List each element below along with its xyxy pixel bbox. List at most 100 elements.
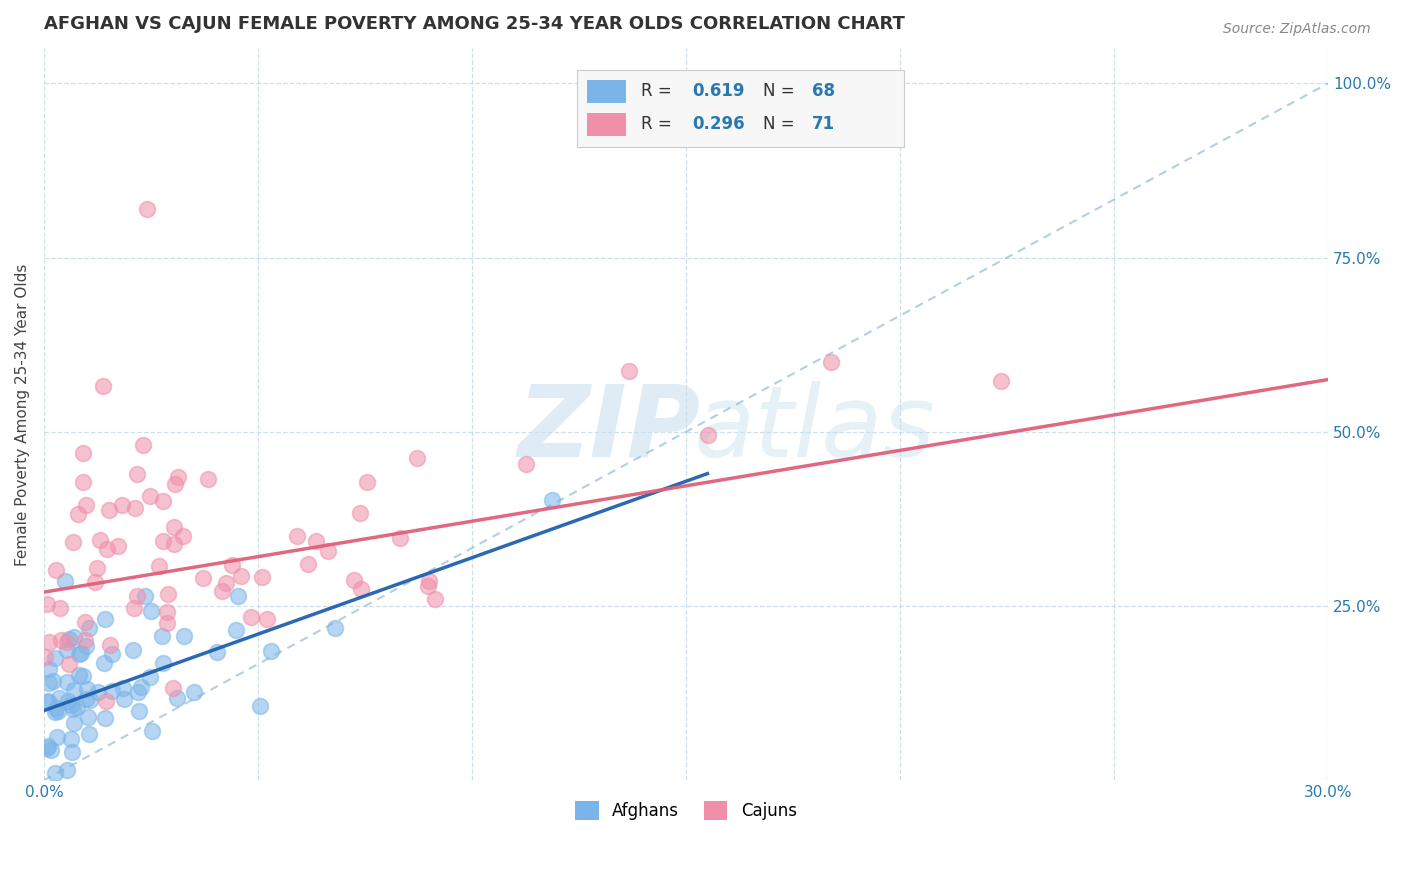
Text: R =: R = [641,82,678,100]
Point [305,533,328,548]
Point [260,644,283,658]
Point [125,589,148,603]
Point [141,723,163,738]
Point [418,579,440,593]
Point [183,685,205,699]
Text: N =: N = [763,82,800,100]
Point [316,544,339,558]
Point [515,458,537,472]
Point [163,520,186,534]
Text: 71: 71 [811,115,835,133]
Point [93,657,115,671]
Point [62,745,84,759]
Point [72,445,94,459]
Point [58,657,80,671]
Point [93,612,115,626]
Point [121,643,143,657]
Text: atlas: atlas [693,381,935,477]
Point [94,711,117,725]
Point [53,574,76,589]
Point [44,706,66,720]
Point [35,597,58,611]
Point [79,621,101,635]
Point [38,662,60,676]
Point [343,574,366,588]
Point [152,533,174,548]
Point [45,700,67,714]
Point [148,558,170,573]
Text: AFGHAN VS CAJUN FEMALE POVERTY AMONG 25-34 YEAR OLDS CORRELATION CHART: AFGHAN VS CAJUN FEMALE POVERTY AMONG 25-… [44,15,905,33]
Point [323,622,346,636]
Point [37,694,59,708]
Point [132,438,155,452]
Point [62,535,84,549]
Point [58,693,80,707]
Point [127,467,149,481]
Point [48,600,70,615]
Point [166,469,188,483]
Point [697,428,720,442]
Point [48,690,70,705]
Point [55,643,77,657]
Point [156,587,179,601]
Point [87,685,110,699]
Point [44,766,66,780]
Point [35,741,58,756]
Point [139,489,162,503]
Point [356,475,378,490]
Point [165,477,187,491]
Point [45,730,67,744]
Point [156,615,179,630]
Point [406,450,429,465]
Bar [588,80,626,103]
Point [58,632,80,647]
Point [75,692,97,706]
Point [83,574,105,589]
Point [56,675,79,690]
Point [256,612,278,626]
Point [75,615,97,630]
Point [111,498,134,512]
Point [96,541,118,556]
Point [221,558,243,572]
Point [98,638,121,652]
Point [124,601,146,615]
Point [49,632,72,647]
Point [79,693,101,707]
Point [150,629,173,643]
Text: N =: N = [763,115,800,133]
Point [75,639,97,653]
Point [72,475,94,490]
Text: Source: ZipAtlas.com: Source: ZipAtlas.com [1223,22,1371,37]
Point [98,503,121,517]
Point [59,698,82,712]
Point [349,507,371,521]
Point [75,499,97,513]
Point [350,582,373,597]
Point [135,202,157,216]
Point [541,492,564,507]
Point [173,629,195,643]
Point [124,500,146,515]
Point [63,715,86,730]
Point [94,694,117,708]
Point [44,651,66,665]
Point [239,610,262,624]
Point [252,570,274,584]
Point [70,646,93,660]
Point [820,354,842,368]
Y-axis label: Female Poverty Among 25-34 Year Olds: Female Poverty Among 25-34 Year Olds [15,263,30,566]
Point [107,539,129,553]
Point [39,742,62,756]
Point [231,569,253,583]
Text: ZIP: ZIP [517,381,700,477]
Point [46,704,69,718]
Point [128,704,150,718]
Point [56,763,79,777]
Point [425,592,447,607]
Point [112,681,135,695]
Point [172,528,194,542]
Legend: Afghans, Cajuns: Afghans, Cajuns [568,794,803,827]
Point [63,630,86,644]
Point [225,623,247,637]
